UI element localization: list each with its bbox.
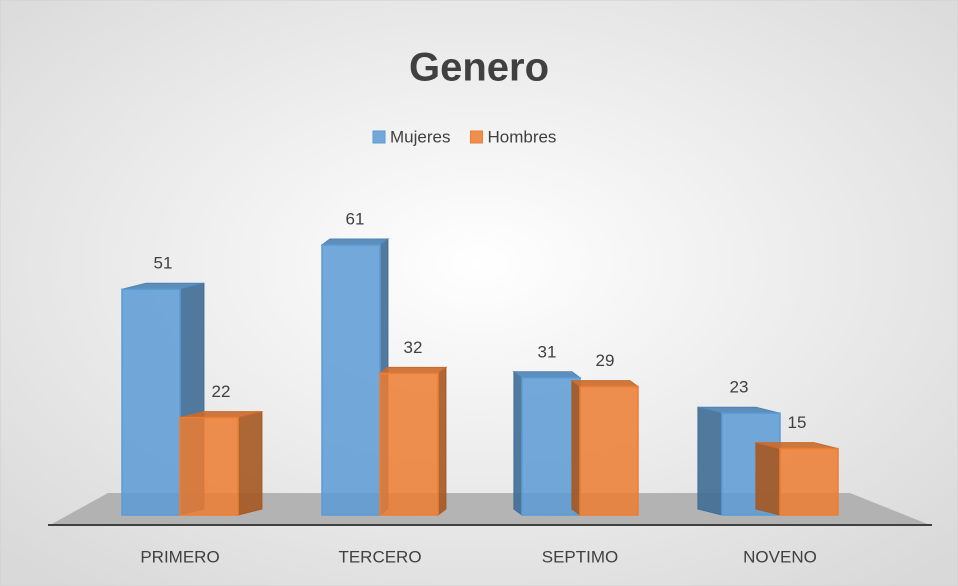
bar (512, 370, 582, 516)
legend-swatch (372, 130, 386, 144)
bar-side (237, 410, 263, 516)
x-tick-label: SEPTIMO (542, 547, 619, 566)
data-label: 15 (787, 413, 806, 432)
bar-side (755, 441, 781, 516)
legend-label: Hombres (487, 127, 556, 146)
bar-front (779, 447, 839, 516)
legend-label: Mujeres (390, 127, 450, 146)
data-label: 31 (537, 342, 556, 361)
data-label: 61 (345, 209, 364, 228)
data-label: 32 (403, 338, 422, 357)
data-label: 22 (211, 382, 230, 401)
bar (320, 237, 390, 517)
bar-front (579, 385, 639, 516)
bar (121, 282, 205, 516)
data-label: 29 (595, 351, 614, 370)
bar-front (321, 244, 381, 516)
legend-swatch (469, 130, 483, 144)
bar-top (378, 366, 448, 374)
bar-top (570, 380, 640, 388)
data-label: 51 (153, 254, 172, 273)
x-tick-label: PRIMERO (140, 547, 219, 566)
bar (378, 366, 448, 517)
data-label: 23 (729, 378, 748, 397)
bar (755, 441, 839, 516)
bar (179, 410, 263, 516)
bar-side (513, 370, 523, 516)
bar-side (571, 379, 581, 516)
bar-side (437, 366, 447, 517)
bar-top (512, 371, 582, 379)
x-tick-label: TERCERO (338, 547, 421, 566)
chart-title: Genero (409, 46, 549, 90)
bar-top (320, 238, 390, 246)
bar-front (179, 416, 239, 516)
bar-side (697, 406, 723, 516)
bar-front (521, 377, 581, 516)
x-tick-label: NOVENO (743, 547, 817, 566)
bar-front (379, 372, 439, 516)
bar-front (121, 288, 181, 516)
bar (570, 379, 640, 516)
